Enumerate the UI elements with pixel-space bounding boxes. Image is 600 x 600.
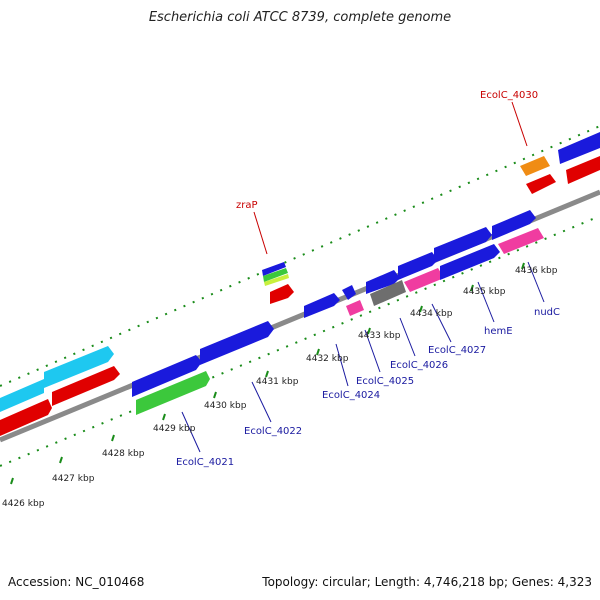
gene-labels: zraP EcolC_4030 EcolC_4021 EcolC_4022 Ec… (176, 90, 560, 468)
kbp-label: 4427 kbp (52, 474, 95, 484)
gene-cyan-1 (0, 379, 44, 412)
topology-label: Topology: (262, 575, 319, 589)
gene-magenta-4027 (404, 268, 444, 292)
gene-label-EcolC_4022[interactable]: EcolC_4022 (244, 426, 302, 437)
genome-stats: Topology: circular; Length: 4,746,218 bp… (262, 575, 592, 589)
major-ticks (10, 262, 525, 485)
genes-label: Genes: (511, 575, 554, 589)
kbp-label: 4429 kbp (153, 424, 196, 434)
gene-blue-4027a (398, 252, 438, 280)
kbp-label: 4435 kbp (463, 287, 506, 297)
kbp-label: 4426 kbp (2, 499, 45, 509)
gene-blue-small (342, 285, 356, 300)
accession-value: NC_010468 (75, 575, 145, 589)
gene-zraP-stack-3 (264, 274, 289, 286)
kbp-labels: 4426 kbp 4427 kbp 4428 kbp 4429 kbp 4430… (2, 266, 558, 509)
accession-label: Accession: (8, 575, 72, 589)
topology-value: circular; (322, 575, 371, 589)
gene-cyan-2 (44, 346, 114, 388)
length-label: Length: (374, 575, 421, 589)
kbp-label: 4434 kbp (410, 309, 453, 319)
gene-label-hemE[interactable]: hemE (484, 326, 513, 337)
gene-green-4021 (136, 371, 210, 415)
kbp-label: 4436 kbp (515, 266, 558, 276)
gene-blue-nudC-a (492, 210, 536, 240)
kbp-label: 4428 kbp (102, 449, 145, 459)
lower-tick-row (0, 215, 600, 467)
gene-blue-4026 (366, 270, 400, 294)
gene-orange-4030 (520, 156, 550, 176)
map-title: Escherichia coli ATCC 8739, complete gen… (148, 10, 452, 25)
kbp-label: 4431 kbp (256, 377, 299, 387)
gene-label-EcolC_4024[interactable]: EcolC_4024 (322, 390, 380, 401)
gene-gray-4026 (370, 280, 406, 306)
gene-red-right (566, 156, 600, 184)
length-value: 4,746,218 bp; (423, 575, 509, 589)
gene-blue-4022a (132, 355, 202, 397)
gene-blue-4024 (304, 293, 340, 318)
gene-blue-hemE-a (434, 227, 492, 263)
upper-tick-row (0, 125, 600, 387)
gene-magenta-nudC (498, 228, 544, 254)
gene-features (0, 132, 600, 436)
leader-lines (181, 101, 545, 453)
gene-red-4030 (526, 174, 556, 194)
gene-zraP-stack-1 (262, 262, 286, 276)
genes-value: 4,323 (557, 575, 592, 589)
gene-zraP (270, 284, 294, 304)
gene-label-nudC[interactable]: nudC (534, 307, 560, 318)
kbp-label: 4430 kbp (204, 401, 247, 411)
gene-blue-4022b (200, 321, 274, 365)
gene-magenta-4025 (346, 300, 364, 316)
gene-blue-hemE-b (440, 244, 500, 280)
gene-blue-right (558, 132, 600, 164)
gene-label-EcolC_4027[interactable]: EcolC_4027 (428, 345, 486, 356)
gene-label-EcolC_4025[interactable]: EcolC_4025 (356, 376, 414, 387)
accession-info: Accession: NC_010468 (8, 575, 144, 589)
kbp-label: 4432 kbp (306, 354, 349, 364)
gene-red-2 (52, 366, 120, 406)
kbp-label: 4433 kbp (358, 331, 401, 341)
gene-label-zraP[interactable]: zraP (236, 200, 258, 211)
gene-label-EcolC_4021[interactable]: EcolC_4021 (176, 457, 234, 468)
gene-red-1 (0, 399, 52, 436)
gene-zraP-stack-2 (263, 268, 288, 282)
gene-label-EcolC_4030[interactable]: EcolC_4030 (480, 90, 538, 101)
gene-label-EcolC_4026[interactable]: EcolC_4026 (390, 360, 448, 371)
